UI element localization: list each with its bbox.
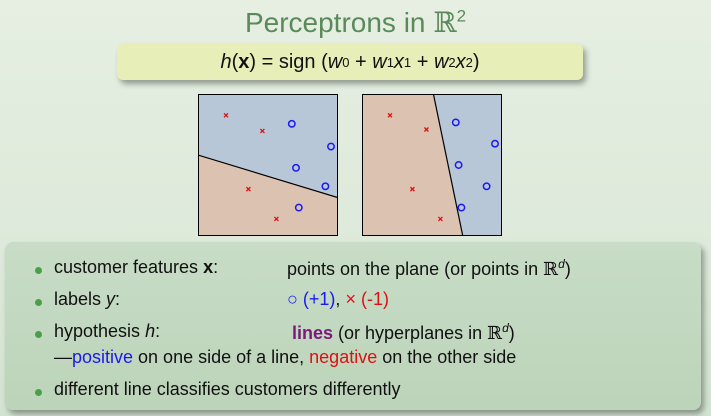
bullet-dot-4 (35, 389, 42, 396)
positive-point (491, 139, 499, 148)
formula-w0: w (327, 50, 343, 73)
negative-point (259, 128, 265, 134)
features-var-x: x (203, 257, 214, 277)
negative-point (223, 112, 229, 118)
bullet-2-value: ○ (+1), × (-1) (287, 289, 389, 309)
positive-point (287, 119, 296, 128)
negative-word: negative (309, 347, 378, 367)
negative-point (245, 186, 251, 192)
title-power: 2 (456, 6, 467, 26)
positive-point (457, 203, 466, 212)
plot-border (198, 94, 338, 236)
positive-label: ○ (+1) (287, 289, 336, 309)
formula-x1-sub: 1 (403, 54, 412, 70)
formula-w1: w (372, 50, 387, 73)
formula-w0-sub: 0 (342, 54, 350, 70)
bullet-4-text: different line classifies customers diff… (54, 379, 401, 399)
formula-w2: w (433, 50, 449, 73)
formula-equals-sign: = sign (261, 50, 316, 73)
positive-point (482, 182, 491, 191)
formula-x2-sub: 2 (465, 54, 473, 70)
formula-x2: x (455, 50, 466, 73)
positive-point (292, 163, 300, 172)
formula-plus-2: + (416, 50, 429, 73)
bullet-dot-2 (35, 299, 42, 306)
bullet-3-value: lines (or hyperplanes in ℝd) (292, 321, 515, 344)
bullet-3-label: hypothesis h: (54, 321, 161, 341)
bullet-1-label: customer features x: (54, 257, 219, 277)
positive-point (294, 203, 303, 212)
title-text: Perceptrons in (244, 7, 434, 38)
right-plot (362, 94, 502, 236)
negative-point (387, 112, 393, 118)
formula-x1: x (393, 50, 404, 73)
bullet-dot-1 (35, 267, 42, 274)
title-space-symbol: ℝ (433, 6, 457, 39)
positive-point (451, 118, 460, 127)
negative-point (437, 216, 443, 222)
negative-point (423, 127, 429, 132)
slide-title: Perceptrons in ℝ2 (0, 6, 711, 39)
formula-h: h (220, 50, 232, 73)
positive-point (321, 182, 330, 191)
negative-point (273, 216, 279, 222)
positive-word: positive (72, 347, 134, 367)
bullet-1-value: points on the plane (or points in ℝd) (287, 257, 571, 280)
positive-region (198, 94, 338, 198)
positive-point (327, 142, 335, 151)
left-plot (198, 94, 338, 236)
bullet-3-line-2: —positive on one side of a line, negativ… (54, 347, 517, 367)
lines-emphasis: lines (292, 323, 334, 343)
negative-point (409, 186, 415, 192)
positive-region (433, 94, 502, 236)
bullet-panel: customer features x: points on the plane… (5, 242, 701, 410)
bullet-2-label: labels y: (54, 289, 121, 309)
plot-border (362, 94, 502, 236)
positive-point (454, 161, 463, 169)
decision-line (432, 94, 464, 236)
formula-w2-sub: 2 (448, 54, 456, 70)
decision-line (198, 154, 338, 199)
bullet-dot-3 (35, 331, 42, 338)
negative-label: × (-1) (345, 289, 389, 309)
formula-x: x (238, 50, 250, 73)
formula-w1-sub: 1 (386, 54, 394, 70)
formula-plus-1: + (354, 50, 367, 73)
